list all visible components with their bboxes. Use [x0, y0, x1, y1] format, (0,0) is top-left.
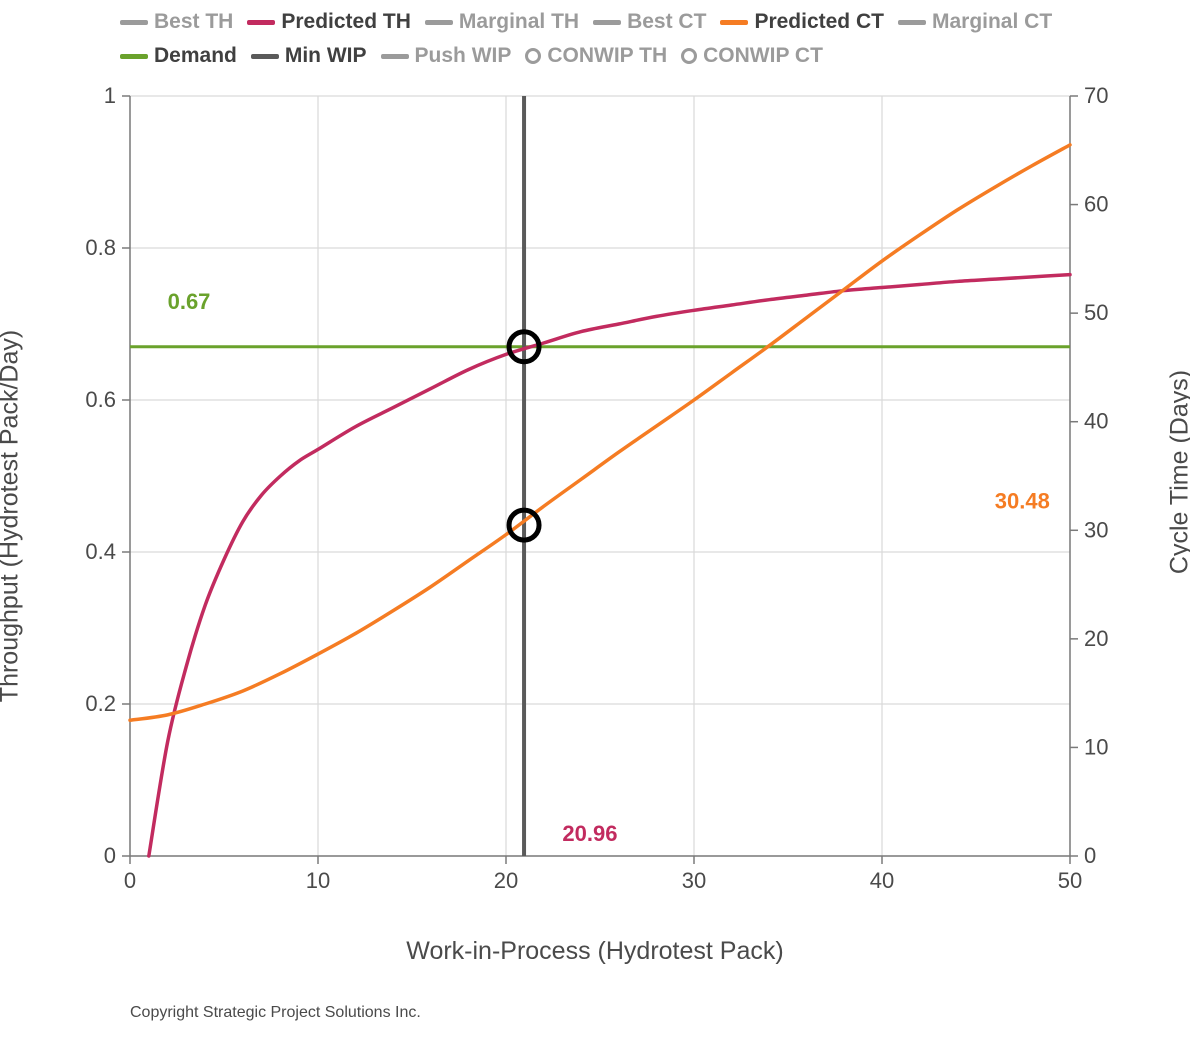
legend-swatch — [898, 20, 926, 25]
chart-container: Best TH Predicted TH Marginal TH Best CT Pre… — [0, 0, 1190, 1040]
legend-item-push-wip[interactable]: Push WIP — [381, 44, 512, 68]
legend-swatch — [381, 54, 409, 59]
svg-text:0: 0 — [1084, 843, 1096, 868]
svg-text:20: 20 — [494, 868, 518, 893]
svg-text:30: 30 — [682, 868, 706, 893]
svg-text:0.8: 0.8 — [85, 235, 116, 260]
legend-label: CONWIP CT — [703, 44, 823, 68]
legend-swatch — [720, 20, 748, 25]
legend-label: Best TH — [154, 10, 233, 34]
y2-axis-label: Cycle Time (Days) — [1166, 370, 1190, 574]
copyright-text: Copyright Strategic Project Solutions In… — [130, 1004, 421, 1022]
legend-label: Min WIP — [285, 44, 367, 68]
svg-text:0.4: 0.4 — [85, 539, 116, 564]
annotation: 30.48 — [995, 489, 1050, 514]
svg-text:0.2: 0.2 — [85, 691, 116, 716]
legend-swatch — [681, 48, 697, 64]
svg-text:20: 20 — [1084, 626, 1108, 651]
legend-swatch — [525, 48, 541, 64]
svg-text:10: 10 — [306, 868, 330, 893]
legend-label: Best CT — [627, 10, 706, 34]
svg-text:0: 0 — [104, 843, 116, 868]
legend-item-demand[interactable]: Demand — [120, 44, 237, 68]
predicted-ct-line — [130, 145, 1070, 720]
legend-label: Predicted TH — [281, 10, 411, 34]
legend-label: Push WIP — [415, 44, 512, 68]
svg-text:30: 30 — [1084, 517, 1108, 542]
svg-text:60: 60 — [1084, 192, 1108, 217]
legend-item-predicted-ct[interactable]: Predicted CT — [720, 10, 884, 34]
legend-swatch — [251, 54, 279, 59]
legend-item-predicted-th[interactable]: Predicted TH — [247, 10, 411, 34]
legend-item-marginal-th[interactable]: Marginal TH — [425, 10, 579, 34]
svg-text:50: 50 — [1058, 868, 1082, 893]
legend-swatch — [247, 20, 275, 25]
x-axis-label: Work-in-Process (Hydrotest Pack) — [406, 937, 783, 966]
svg-text:50: 50 — [1084, 300, 1108, 325]
legend-item-conwip-ct[interactable]: CONWIP CT — [681, 44, 823, 68]
legend: Best TH Predicted TH Marginal TH Best CT Pre… — [120, 10, 1120, 68]
legend-label: Demand — [154, 44, 237, 68]
legend-label: Predicted CT — [754, 10, 884, 34]
legend-item-best-th[interactable]: Best TH — [120, 10, 233, 34]
legend-swatch — [120, 20, 148, 25]
annotation: 20.96 — [562, 821, 617, 846]
legend-item-best-ct[interactable]: Best CT — [593, 10, 706, 34]
legend-swatch — [593, 20, 621, 25]
svg-text:1: 1 — [104, 83, 116, 108]
legend-item-marginal-ct[interactable]: Marginal CT — [898, 10, 1052, 34]
annotation: 0.67 — [168, 289, 211, 314]
svg-text:40: 40 — [870, 868, 894, 893]
plot-svg: 0102030405000.20.40.60.81010203040506070… — [20, 76, 1170, 956]
svg-text:0.6: 0.6 — [85, 387, 116, 412]
chart-area: Throughput (Hydrotest Pack/Day) Cycle Ti… — [20, 76, 1170, 956]
svg-text:40: 40 — [1084, 409, 1108, 434]
svg-text:10: 10 — [1084, 734, 1108, 759]
svg-text:70: 70 — [1084, 83, 1108, 108]
legend-label: Marginal CT — [932, 10, 1052, 34]
legend-swatch — [120, 54, 148, 59]
svg-text:0: 0 — [124, 868, 136, 893]
legend-label: Marginal TH — [459, 10, 579, 34]
legend-item-min-wip[interactable]: Min WIP — [251, 44, 367, 68]
legend-label: CONWIP TH — [547, 44, 667, 68]
y1-axis-label: Throughput (Hydrotest Pack/Day) — [0, 330, 25, 702]
legend-swatch — [425, 20, 453, 25]
predicted-th-line — [149, 275, 1070, 856]
legend-item-conwip-th[interactable]: CONWIP TH — [525, 44, 667, 68]
